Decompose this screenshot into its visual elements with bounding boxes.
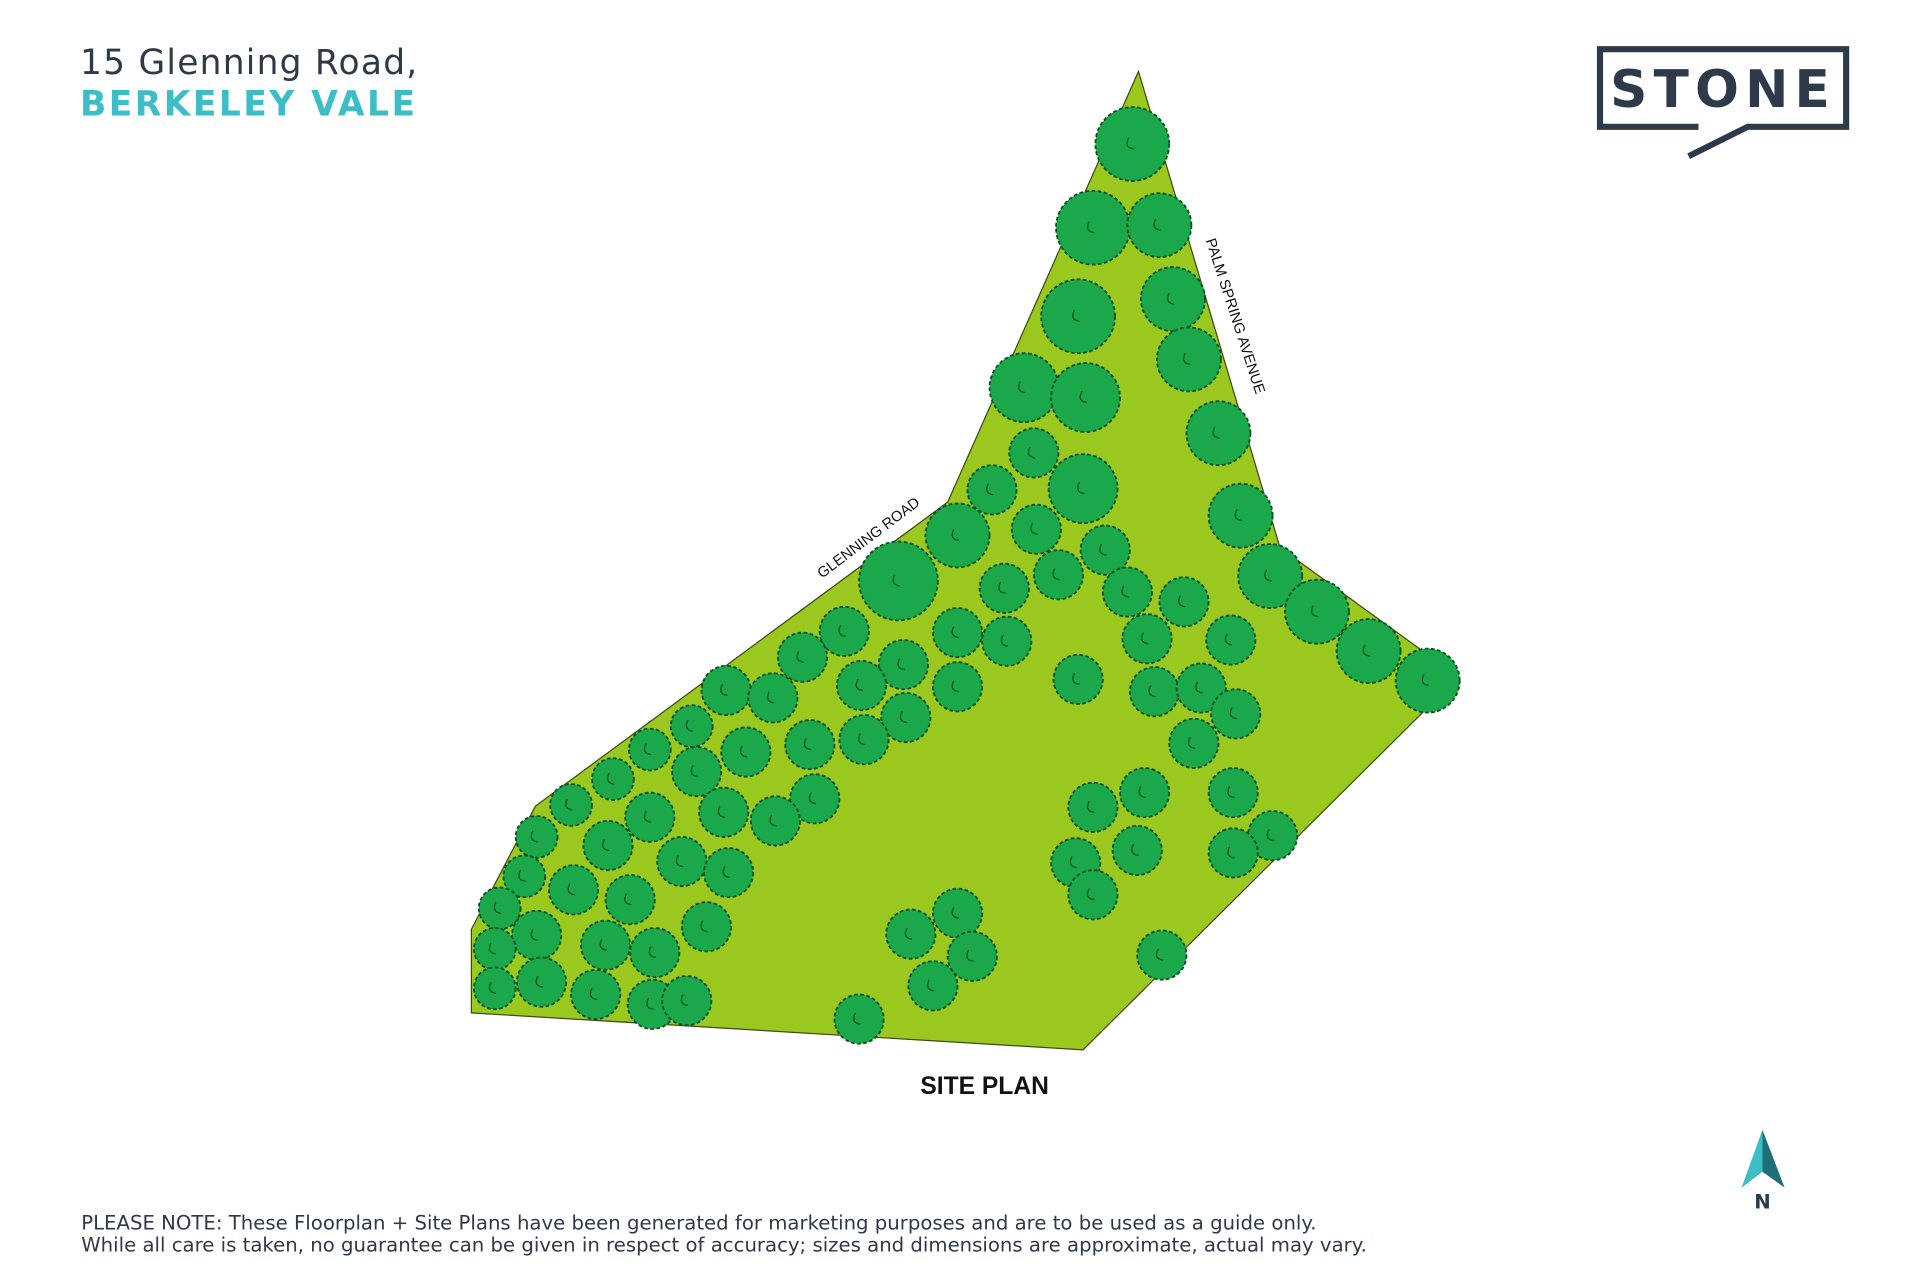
tree xyxy=(669,704,714,748)
tree xyxy=(580,919,632,971)
tree xyxy=(1128,666,1180,718)
tree xyxy=(1101,566,1153,618)
tree xyxy=(1111,824,1163,876)
tree xyxy=(570,968,622,1021)
tree xyxy=(924,502,991,569)
tree xyxy=(1008,427,1060,479)
tree xyxy=(624,791,676,843)
tree xyxy=(1205,614,1257,666)
tree xyxy=(502,854,547,899)
tree xyxy=(1185,400,1252,467)
tree xyxy=(511,909,563,961)
tree xyxy=(720,726,772,778)
tree xyxy=(628,727,672,772)
tree xyxy=(1207,827,1259,879)
tree xyxy=(784,719,836,771)
tree xyxy=(1050,362,1121,433)
compass-label: N xyxy=(1754,1191,1770,1214)
tree xyxy=(1067,869,1119,921)
tree xyxy=(1207,482,1274,549)
tree xyxy=(877,639,929,691)
tree xyxy=(516,956,568,1008)
tree xyxy=(1119,767,1171,819)
tree xyxy=(703,847,755,899)
tree xyxy=(978,562,1030,614)
tree xyxy=(698,786,750,838)
tree xyxy=(656,836,708,888)
tree xyxy=(932,887,984,939)
tree xyxy=(1079,524,1131,576)
tree xyxy=(1055,189,1131,266)
tree xyxy=(629,927,681,979)
tree xyxy=(988,352,1060,424)
logo: STONE xyxy=(1596,46,1850,160)
tree xyxy=(747,672,799,724)
tree xyxy=(548,864,600,916)
tree xyxy=(582,820,634,872)
tree xyxy=(1047,453,1119,524)
tree xyxy=(880,692,932,744)
compass: N xyxy=(1741,1129,1785,1214)
logo-text: STONE xyxy=(1610,60,1836,120)
tree xyxy=(1136,929,1188,981)
tree xyxy=(1067,781,1119,833)
tree xyxy=(858,540,939,622)
tree xyxy=(966,464,1018,516)
tree xyxy=(1156,326,1222,393)
tree xyxy=(1126,192,1193,259)
tree xyxy=(932,661,984,713)
tree xyxy=(1284,578,1350,645)
tree xyxy=(671,746,723,798)
tree xyxy=(776,631,828,683)
tree xyxy=(833,993,885,1045)
tree xyxy=(885,908,937,960)
tree xyxy=(1040,278,1116,355)
tree xyxy=(604,874,656,926)
tree xyxy=(1158,576,1210,628)
trees xyxy=(472,106,1461,1045)
tree xyxy=(1010,503,1062,555)
tree xyxy=(818,605,870,657)
tree xyxy=(1094,106,1171,182)
tree xyxy=(981,615,1033,667)
note-line: While all care is taken, no guarantee ca… xyxy=(81,1234,1367,1257)
tree xyxy=(946,930,998,982)
tree xyxy=(1140,266,1206,332)
tree xyxy=(549,783,593,827)
note-line: PLEASE NOTE: These Floorplan + Site Plan… xyxy=(81,1212,1316,1235)
tree xyxy=(472,966,517,1011)
tree xyxy=(1175,662,1227,714)
tree xyxy=(907,960,959,1012)
tree xyxy=(789,773,841,825)
address: 15 Glenning Road, xyxy=(80,43,418,83)
tree xyxy=(749,795,801,847)
tree xyxy=(1168,717,1220,769)
tree xyxy=(1335,618,1402,684)
tree xyxy=(680,901,732,953)
tree xyxy=(838,714,890,766)
tree xyxy=(1207,767,1259,819)
tree xyxy=(1032,549,1084,601)
plan-caption: SITE PLAN xyxy=(920,1073,1049,1100)
tree xyxy=(1210,688,1262,740)
tree xyxy=(1237,543,1304,609)
tree xyxy=(700,664,752,716)
tree xyxy=(1121,613,1173,665)
tree xyxy=(1394,647,1461,714)
tree xyxy=(472,927,517,971)
tree xyxy=(932,607,984,659)
suburb: BERKELEY VALE xyxy=(80,85,417,125)
tree xyxy=(1052,653,1104,705)
tree xyxy=(836,660,888,712)
tree xyxy=(514,815,559,859)
tree xyxy=(591,757,635,801)
tree xyxy=(661,975,713,1027)
